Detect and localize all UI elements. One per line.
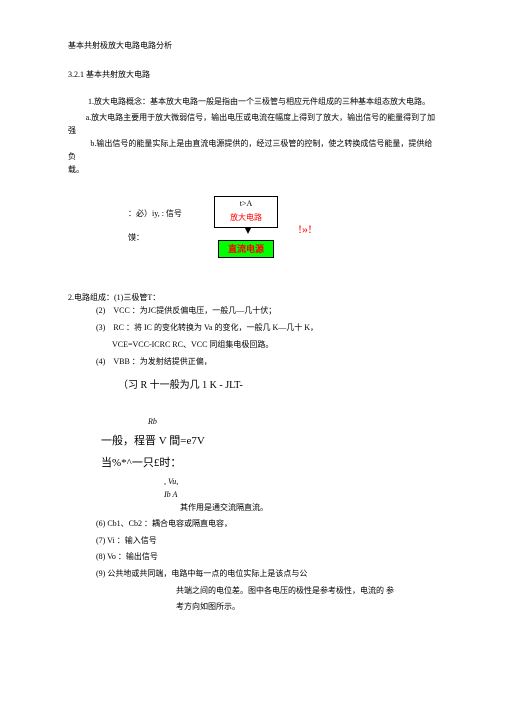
item-3: (3) RC ：将 IC 的变化转换为 Va 的变化，一般几 K—几十 K， (96, 322, 437, 335)
formula-line-d: Ib A (164, 489, 437, 502)
item-6-intro: 其作用是通交流隔直流。 (180, 502, 437, 515)
formula-line-b: 当%*^一只£时： (101, 455, 437, 473)
item-8: (8) Vo ：输出信号 (96, 551, 437, 564)
paragraph-a-cont: 强 (68, 125, 437, 138)
item-9-sub1: 共端之间的电位差。图中各电压的极性是参考极性，电流的 参 (176, 585, 437, 598)
item-6: (6) Cb1、Cb2 ：耦合电容或隔直电容， (96, 518, 437, 531)
signal-source-label-1: ：必）iy, : 信号 (128, 208, 182, 221)
arrow-down-icon (245, 228, 251, 234)
concept-paragraph: 1.放大电路概念：基本放大电路一般是指由一个三极管与相应元件组成的三种基本组态放… (68, 96, 437, 109)
amplifier-block: t>A 放大电路 (214, 196, 278, 228)
item-7: (7) Vi ：输入信号 (96, 535, 437, 548)
amplifier-top-text: t>A (215, 197, 277, 211)
doc-title: 基本共射极放大电路电路分析 (68, 40, 437, 53)
item-4: (4) VBB ：为发射结提供正偏， (96, 356, 437, 369)
amplifier-label: 放大电路 (215, 211, 277, 225)
section-3-2-1-heading: 3.2.1 基本共射放大电路 (68, 69, 437, 82)
formula-line-a: 一般，程晋 V 間=e7V (101, 433, 437, 451)
paragraph-a: a.放大电路主要用于放大微弱信号，输出电压或电流在幅度上得到了放大，输出信号的能… (68, 112, 437, 125)
output-marker: !»! (298, 220, 312, 239)
item-9-sub2: 考方向如图所示。 (176, 601, 437, 614)
item-4-sub: （习 R 十一般为几 1 K - JLT- (118, 378, 437, 394)
formula-line-c: , Vu, (164, 476, 437, 489)
signal-source-label-2: 馍： (128, 232, 144, 245)
rb-label: Rb (148, 416, 437, 429)
section-2-heading: 2.电路组成：(1)三极管T： (68, 292, 437, 305)
paragraph-b: b.输出信号的能量实际上是由直流电源提供的，经过三极管的控制，使之转换成信号能量… (68, 138, 437, 164)
item-3-sub: VCE=VCC-ICRC RC、VCC 同组集电极回路。 (112, 339, 437, 352)
paragraph-b-cont: 载。 (68, 164, 437, 177)
item-9: (9) 公共地或共同端，电路中每一点的电位实际上是该点与公 (96, 568, 437, 581)
item-2: (2) VCC ：为JC提供反偏电压，一般几—几十伏； (96, 305, 437, 318)
block-diagram: ：必）iy, : 信号 馍： t>A 放大电路 直流电源 !»! (128, 182, 328, 282)
dc-source-block: 直流电源 (218, 240, 274, 258)
